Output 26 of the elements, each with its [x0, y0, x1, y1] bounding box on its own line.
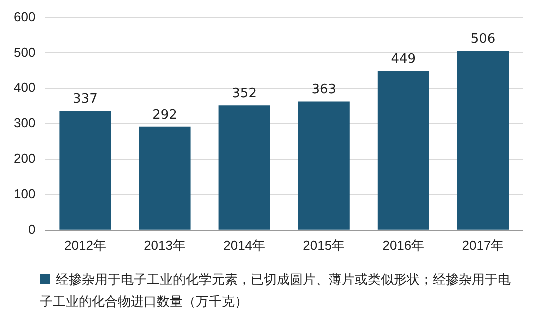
bar [60, 110, 112, 230]
data-label: 337 [73, 92, 98, 107]
data-label: 352 [232, 86, 257, 102]
bar [218, 106, 270, 230]
y-tick-label: 500 [14, 44, 36, 60]
y-tick-label: 600 [14, 9, 36, 24]
y-tick-label: 300 [14, 116, 36, 131]
x-tick-label: 2017年 [462, 238, 504, 253]
data-label: 506 [470, 32, 496, 47]
y-tick-label: 200 [14, 151, 36, 166]
y-tick-label: 400 [14, 80, 36, 96]
data-label: 449 [391, 52, 416, 68]
legend-label: 经掺杂用于电子工业的化学元素，已切成圆片、薄片或类似形状；经掺杂用于电子工业的化合物进口数量（万千克） [40, 272, 512, 312]
data-label: 292 [152, 108, 178, 123]
x-tick-label: 2016年 [382, 238, 425, 253]
bar [298, 102, 350, 230]
y-tick-label: 0 [28, 222, 36, 237]
bar [457, 51, 509, 230]
x-tick-label: 2014年 [224, 238, 266, 253]
bar [378, 71, 430, 230]
y-tick-label: 100 [14, 186, 36, 202]
x-tick-label: 2015年 [303, 238, 346, 253]
x-tick-label: 2013年 [144, 238, 186, 253]
bar [139, 126, 191, 230]
data-label: 363 [312, 82, 337, 98]
x-tick-label: 2012年 [64, 238, 106, 253]
